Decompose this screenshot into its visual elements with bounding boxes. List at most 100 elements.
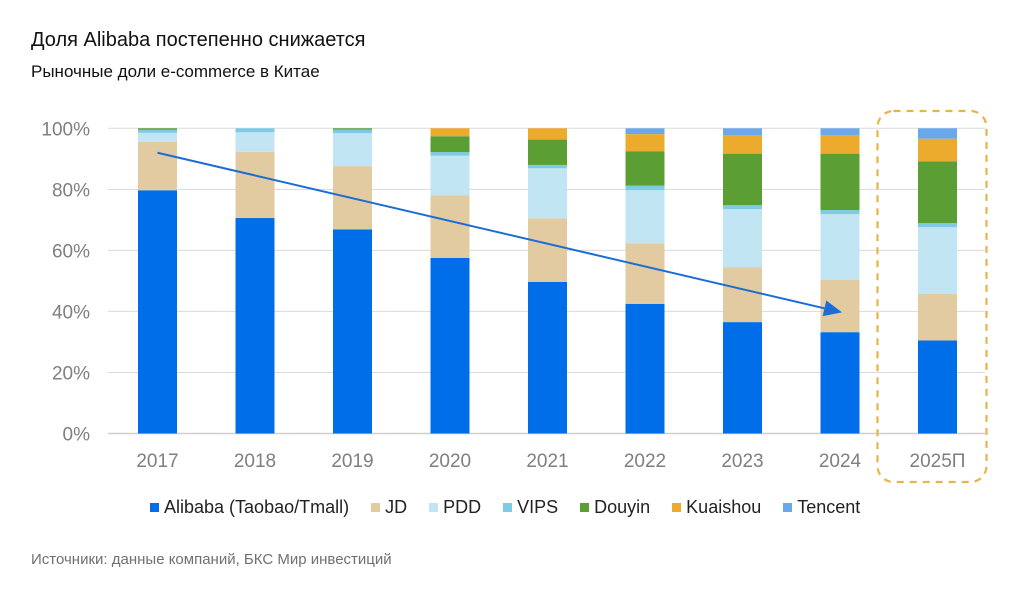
- x-tick-label: 2022: [624, 451, 666, 472]
- y-tick-label: 0%: [63, 425, 91, 446]
- legend-label: JD: [385, 497, 408, 517]
- y-tick-label: 20%: [52, 363, 90, 384]
- bar-segment-vips: [235, 128, 275, 133]
- bar-segment-kuaishou: [723, 135, 762, 154]
- x-tick-label: 2019: [331, 451, 373, 472]
- bar-stack: [528, 128, 567, 434]
- bar-stack: [430, 128, 470, 434]
- bar-segment-pdd: [625, 190, 665, 244]
- bar-segment-vips: [138, 129, 177, 133]
- bar-stack: [235, 128, 275, 434]
- bar-segment-vips: [528, 164, 567, 169]
- bar-segment-vips: [625, 185, 665, 191]
- x-axis-ticks: 2017 2018 2019 2020 2021 2022 2023 2024 2025П: [136, 451, 965, 472]
- x-tick-label: 2025П: [910, 451, 966, 472]
- legend-swatch-icon: [503, 503, 513, 512]
- chart-title: Доля Alibaba постепенно снижается: [31, 29, 366, 51]
- bar-segment-alibaba: [625, 303, 665, 434]
- bar-segment-pdd: [138, 132, 177, 142]
- bar-segment-douyin: [918, 161, 957, 224]
- bar-segment-douyin: [820, 153, 860, 211]
- legend-label: Alibaba (Taobao/Tmall): [164, 497, 350, 517]
- bar-segment-vips: [333, 129, 372, 134]
- bar-stack: [820, 128, 860, 434]
- trend-arrow-line: [157, 151, 825, 310]
- legend-swatch-icon: [371, 503, 381, 512]
- legend-label: Kuaishou: [686, 497, 762, 517]
- bar-segment-kuaishou: [820, 135, 860, 154]
- bar-stack: [138, 128, 177, 434]
- bar-segment-alibaba: [918, 340, 957, 434]
- bar-segment-pdd: [333, 133, 372, 167]
- bar-segment-tencent: [723, 128, 762, 136]
- bar-segment-vips: [430, 152, 470, 156]
- bar-segment-kuaishou: [430, 128, 470, 137]
- y-tick-label: 100%: [41, 119, 90, 140]
- chart-legend: Alibaba (Taobao/Tmall) JD PDD VIPS Douyin Kua…: [150, 497, 882, 518]
- y-tick-label: 80%: [52, 180, 90, 201]
- bar-segment-kuaishou: [528, 128, 567, 140]
- bar-segment-pdd: [723, 209, 762, 268]
- bar-segment-kuaishou: [918, 138, 957, 162]
- x-tick-label: 2024: [819, 451, 862, 472]
- bar-segment-douyin: [138, 128, 177, 130]
- bar-segment-jd: [235, 151, 275, 219]
- bar-segment-kuaishou: [625, 134, 665, 152]
- legend-label: Douyin: [594, 497, 651, 517]
- legend-item: Tencent: [783, 497, 860, 518]
- bar-stack: [918, 128, 957, 434]
- bar-segment-tencent: [625, 128, 665, 135]
- x-tick-label: 2023: [721, 451, 763, 472]
- bar-segment-alibaba: [820, 332, 860, 434]
- bar-segment-douyin: [430, 136, 470, 153]
- bar-segment-jd: [723, 267, 762, 323]
- legend-swatch-icon: [783, 503, 793, 512]
- legend-label: VIPS: [517, 497, 559, 517]
- y-tick-label: 40%: [52, 302, 90, 323]
- legend-item: PDD: [429, 497, 481, 518]
- bar-segment-jd: [625, 243, 665, 304]
- bar-segment-alibaba: [528, 281, 567, 434]
- bar-segment-jd: [528, 218, 567, 282]
- bar-segment-tencent: [820, 128, 860, 136]
- x-tick-label: 2021: [526, 451, 568, 472]
- bar-segment-douyin: [528, 139, 567, 165]
- bar-segment-alibaba: [333, 229, 372, 434]
- bar-segment-jd: [430, 195, 470, 259]
- bar-segment-pdd: [235, 132, 275, 152]
- bar-segment-vips: [723, 205, 762, 210]
- bar-segment-douyin: [333, 128, 372, 130]
- x-tick-label: 2017: [136, 451, 178, 472]
- bar-segment-pdd: [820, 214, 860, 280]
- legend-item: Douyin: [580, 497, 650, 518]
- bar-segment-pdd: [528, 168, 567, 219]
- trend-arrow-head-icon: [822, 300, 842, 317]
- bar-segment-tencent: [918, 128, 957, 139]
- y-axis-ticks: 0% 20% 40% 60% 80% 100%: [41, 119, 90, 445]
- x-tick-label: 2020: [429, 451, 471, 472]
- bar-segment-vips: [820, 210, 860, 215]
- chart-subtitle: Рыночные доли e-commerce в Китае: [31, 62, 320, 81]
- bar-stack: [723, 128, 762, 434]
- y-tick-label: 60%: [52, 241, 90, 262]
- x-tick-label: 2018: [234, 451, 276, 472]
- legend-swatch-icon: [672, 503, 682, 512]
- bar-segment-alibaba: [235, 218, 275, 434]
- legend-swatch-icon: [150, 503, 159, 512]
- bars: [138, 128, 957, 434]
- bar-segment-vips: [918, 223, 957, 228]
- bar-segment-alibaba: [723, 322, 762, 434]
- bar-segment-alibaba: [138, 190, 177, 434]
- legend-swatch-icon: [429, 503, 439, 512]
- legend-label: Tencent: [797, 497, 861, 517]
- legend-item: JD: [371, 497, 407, 518]
- bar-segment-douyin: [625, 151, 665, 186]
- bar-segment-douyin: [723, 153, 762, 206]
- annotations: [157, 109, 988, 484]
- source-note: Источники: данные компаний, БКС Мир инве…: [31, 551, 392, 568]
- bar-segment-pdd: [918, 227, 957, 295]
- legend-swatch-icon: [580, 503, 590, 512]
- bar-stack: [333, 128, 372, 434]
- bar-segment-pdd: [430, 155, 470, 196]
- legend-item: Alibaba (Taobao/Tmall): [150, 497, 349, 518]
